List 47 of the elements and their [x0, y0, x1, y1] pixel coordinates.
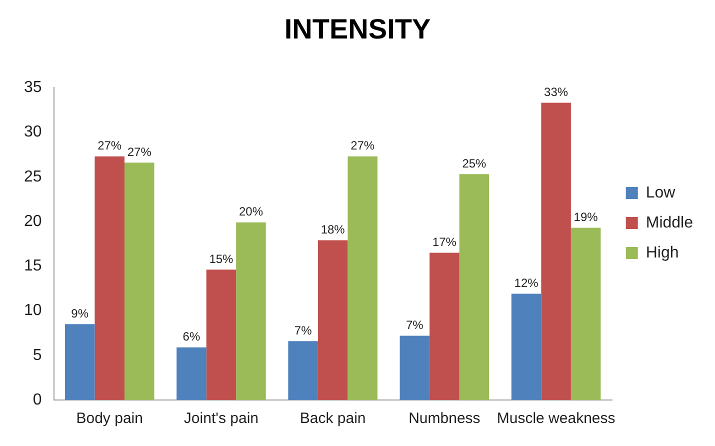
bar [511, 294, 542, 400]
data-label: 27% [350, 138, 375, 153]
bar [94, 156, 124, 400]
data-label: 33% [544, 85, 568, 100]
bar [318, 240, 348, 400]
data-label: 27% [98, 138, 122, 153]
legend-label: Middle [646, 214, 694, 232]
bar [570, 228, 601, 400]
y-tick-label: 20 [24, 212, 42, 230]
data-label: 19% [574, 210, 598, 224]
data-label: 7% [294, 323, 312, 338]
y-tick-label: 35 [24, 79, 42, 96]
bar [176, 347, 206, 400]
x-tick-label: Numbness [408, 410, 480, 428]
x-tick-label: Body pain [76, 410, 143, 428]
y-tick-label: 5 [32, 346, 42, 364]
x-tick-label: Muscle weakness [496, 410, 616, 428]
bar [288, 341, 318, 400]
y-tick-label: 30 [24, 124, 42, 141]
bar [348, 156, 378, 400]
data-label: 7% [406, 318, 424, 332]
bar [459, 174, 490, 400]
legend-label: High [646, 244, 679, 262]
y-tick-label: 15 [24, 258, 42, 275]
bar [236, 222, 266, 400]
data-label: 27% [127, 144, 152, 159]
data-label: 25% [462, 156, 487, 170]
chart-title: INTENSITY [284, 14, 431, 45]
bar [430, 252, 460, 400]
bar [541, 102, 571, 400]
y-tick-label: 0 [32, 391, 42, 408]
data-label: 12% [514, 276, 539, 290]
y-tick-label: 10 [24, 302, 42, 320]
data-label: 9% [71, 306, 89, 320]
data-label: 18% [320, 222, 346, 237]
y-tick-label: 25 [24, 168, 42, 186]
bar [400, 336, 430, 400]
bar [124, 162, 154, 400]
data-label: 20% [238, 204, 264, 219]
legend-label: Low [646, 184, 676, 202]
x-tick-label: Joint's pain [184, 410, 259, 428]
data-label: 6% [182, 330, 200, 344]
bar [64, 324, 95, 400]
data-label: 15% [209, 252, 234, 266]
x-tick-label: Back pain [300, 410, 366, 428]
data-label: 17% [432, 235, 457, 250]
bar [206, 270, 236, 400]
